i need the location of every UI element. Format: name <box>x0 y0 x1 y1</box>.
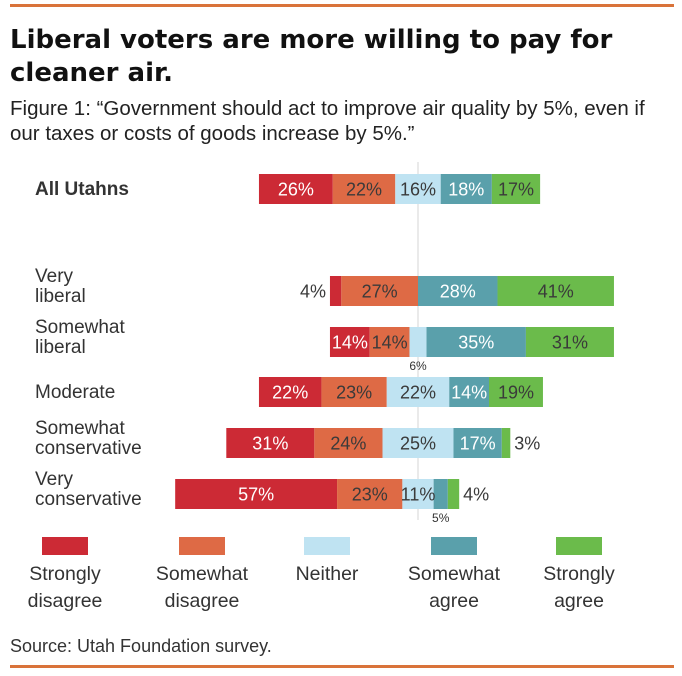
data-label: 17% <box>498 180 534 200</box>
bottom-rule <box>10 665 674 668</box>
data-label: 22% <box>272 383 308 403</box>
bar-segment-strongly-agree <box>525 327 614 357</box>
data-label: 19% <box>498 383 534 403</box>
legend-swatch <box>304 537 350 555</box>
data-label: 23% <box>352 485 388 505</box>
data-label: 4% <box>300 282 326 302</box>
legend-label-line: agree <box>554 590 604 612</box>
bar-segment-strongly-agree <box>501 428 511 458</box>
legend-label: Strongly agree <box>509 561 649 615</box>
bar-segment-somewhat-agree <box>440 174 492 204</box>
chart-subtitle: Figure 1: “Government should act to impr… <box>10 97 645 145</box>
legend-label-line: Somewhat <box>407 563 501 585</box>
bar-segment-strongly-disagree <box>329 276 342 306</box>
bar-segment-somewhat-agree <box>449 377 489 407</box>
row-label: conservative <box>35 489 142 510</box>
legend-item: Strongly disagree <box>0 537 135 615</box>
legend-swatch <box>179 537 225 555</box>
bar-segment-somewhat-agree <box>433 479 448 509</box>
data-label: 6% <box>409 359 427 373</box>
data-label: 27% <box>362 282 398 302</box>
row-label: Moderate <box>35 382 115 403</box>
legend-label: Neither <box>257 561 397 588</box>
data-label: 24% <box>330 434 366 454</box>
row-label: liberal <box>35 337 86 358</box>
bar-segment-neither <box>409 327 427 357</box>
data-label: 4% <box>463 485 489 505</box>
row-label: Somewhat <box>35 418 125 439</box>
legend-swatch <box>556 537 602 555</box>
bar-segment-neither <box>395 174 441 204</box>
row-label: liberal <box>35 286 86 307</box>
bar-segment-somewhat-agree <box>418 276 498 306</box>
data-label: 16% <box>400 180 436 200</box>
bar-segment-strongly-disagree <box>258 377 322 407</box>
row-label: All Utahns <box>35 179 129 200</box>
data-label: 3% <box>514 434 540 454</box>
bar-segment-strongly-agree <box>447 479 460 509</box>
data-label: 28% <box>440 282 476 302</box>
data-label: 26% <box>278 180 314 200</box>
legend-label: Somewhat agree <box>384 561 524 615</box>
legend-item: Somewhat agree <box>384 537 524 615</box>
bar-segment-somewhat-disagree <box>314 428 383 458</box>
bar-segment-neither <box>382 428 454 458</box>
data-label: 14% <box>372 333 408 353</box>
data-label: 31% <box>552 333 588 353</box>
data-label: 22% <box>346 180 382 200</box>
bar-segment-somewhat-agree <box>453 428 502 458</box>
legend: Strongly disagree Somewhat disagree Neither S… <box>0 537 682 617</box>
bar-segment-strongly-disagree <box>329 327 370 357</box>
legend-swatch <box>42 537 88 555</box>
data-label: 41% <box>538 282 574 302</box>
legend-label-line: disagree <box>164 590 240 612</box>
data-label: 14% <box>332 333 368 353</box>
bar-segment-neither <box>386 377 450 407</box>
legend-label-line: Strongly <box>29 563 101 585</box>
bar-segment-somewhat-agree <box>426 327 526 357</box>
legend-label-line: agree <box>429 590 479 612</box>
legend-label-line: disagree <box>27 590 103 612</box>
bar-segment-somewhat-disagree <box>321 377 387 407</box>
bar-segment-strongly-disagree <box>258 174 333 204</box>
bar-segment-strongly-disagree <box>226 428 315 458</box>
data-label: 23% <box>336 383 372 403</box>
data-label: 35% <box>458 333 494 353</box>
top-rule <box>10 4 674 7</box>
row-label: conservative <box>35 438 142 459</box>
row-label: Somewhat <box>35 317 125 338</box>
data-label: 14% <box>451 383 487 403</box>
bar-segment-strongly-agree <box>497 276 614 306</box>
bar-segment-strongly-agree <box>491 174 541 204</box>
legend-label: Strongly disagree <box>0 561 135 615</box>
data-label: 17% <box>460 434 496 454</box>
bar-segment-strongly-agree <box>489 377 543 407</box>
data-label: 57% <box>238 485 274 505</box>
legend-label: Somewhat disagree <box>132 561 272 615</box>
bar-segment-somewhat-disagree <box>332 174 396 204</box>
chart-title: Liberal voters are more willing to pay f… <box>10 25 613 88</box>
bar-segment-strongly-disagree <box>175 479 338 509</box>
legend-item: Somewhat disagree <box>132 537 272 615</box>
row-label: Very <box>35 469 74 490</box>
data-label: 25% <box>400 434 436 454</box>
data-label: 22% <box>400 383 436 403</box>
legend-item: Strongly agree <box>509 537 649 615</box>
legend-item: Neither <box>257 537 397 588</box>
data-label: 18% <box>448 180 484 200</box>
data-label: 31% <box>252 434 288 454</box>
bar-segment-neither <box>402 479 434 509</box>
bar-segment-somewhat-disagree <box>341 276 418 306</box>
row-label: Very <box>35 266 74 287</box>
bar-segment-somewhat-disagree <box>369 327 410 357</box>
data-label: 11% <box>401 485 436 505</box>
source-note: Source: Utah Foundation survey. <box>10 636 272 656</box>
bar-segment-somewhat-disagree <box>337 479 403 509</box>
data-label: 5% <box>432 511 450 525</box>
legend-label-line: Strongly <box>543 563 615 585</box>
legend-swatch <box>431 537 477 555</box>
legend-label-line: Neither <box>295 563 359 585</box>
legend-label-line: Somewhat <box>155 563 249 585</box>
